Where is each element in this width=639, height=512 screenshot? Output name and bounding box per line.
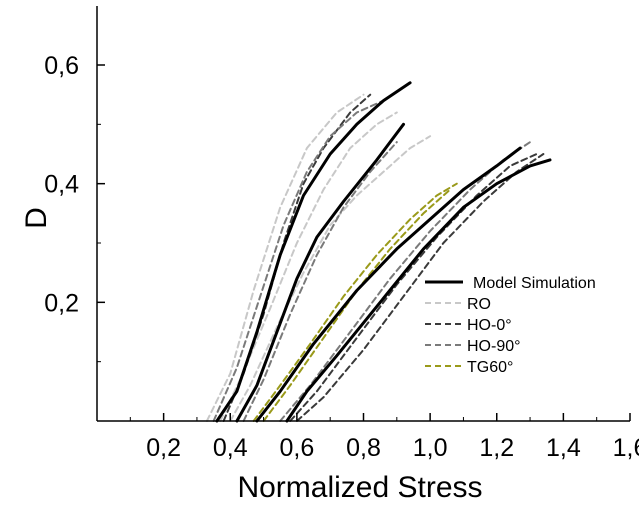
series-line-ro (219, 111, 398, 422)
legend-label: HO-90° (467, 338, 521, 355)
series-line-model-simulation (215, 81, 412, 423)
x-tick-label: 0,8 (346, 434, 381, 462)
series-line-ho-90 (242, 141, 398, 422)
series-line-ro (205, 93, 365, 422)
x-axis-title: Normalized Stress (237, 471, 482, 504)
series-line-model-simulation (285, 158, 552, 423)
x-tick-label: 1,4 (546, 434, 581, 462)
legend-label: TG60° (467, 359, 513, 376)
series-line-model-simulation (255, 146, 522, 423)
x-tick-label: 0,4 (213, 434, 248, 462)
series-line-ho-0 (222, 93, 372, 422)
series-line-model-simulation (235, 122, 405, 423)
series-line-tg60 (252, 182, 458, 422)
legend: Model Simulation RO HO-0° HO-90° TG60° (425, 275, 596, 376)
axes-layer (96, 6, 630, 422)
series-layer (205, 81, 552, 423)
y-axis-title: D (20, 207, 53, 229)
series-line-ho-0 (289, 153, 538, 422)
legend-label: RO (467, 296, 491, 313)
x-tick-label: 0,2 (146, 434, 181, 462)
legend-label: Model Simulation (473, 275, 596, 292)
x-tick-label: 1,0 (413, 434, 448, 462)
series-line-ho-90 (212, 99, 385, 422)
ticks-layer: 0,2 0,4 0,6 0,8 1,0 1,2 1,4 1,6 0,2 0,4 0,6 (44, 52, 639, 462)
legend-label: HO-0° (467, 317, 512, 334)
y-tick-label: 0,2 (44, 289, 79, 317)
x-tick-label: 1,2 (479, 434, 514, 462)
series-line-ro (229, 135, 432, 422)
x-tick-label: 0,6 (279, 434, 314, 462)
y-tick-label: 0,6 (44, 52, 79, 80)
x-tick-label: 1,6 (613, 434, 639, 462)
y-tick-label: 0,4 (44, 171, 79, 199)
